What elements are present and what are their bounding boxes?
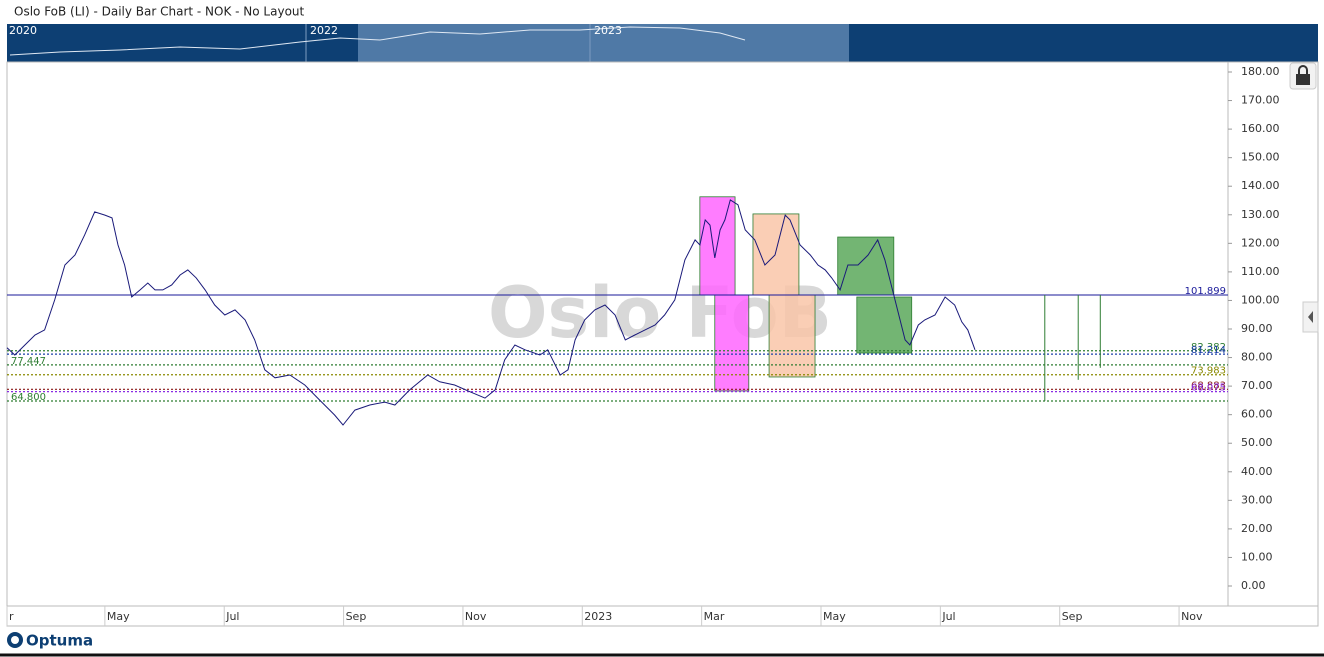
x-tick-label: Sep xyxy=(1062,610,1083,623)
zone-box xyxy=(837,236,895,296)
y-tick-label: 10.00 xyxy=(1241,550,1273,563)
navigator-window[interactable] xyxy=(358,24,849,62)
y-tick-label: 60.00 xyxy=(1241,408,1273,421)
logo: Optuma xyxy=(7,632,93,650)
y-tick-label: 110.00 xyxy=(1241,265,1280,278)
lock-icon[interactable] xyxy=(1289,62,1317,90)
level-label: 64.800 xyxy=(11,392,46,403)
x-tick-label: May xyxy=(107,610,130,623)
x-tick-label: Nov xyxy=(465,610,487,623)
level-label: 77.447 xyxy=(11,356,46,367)
x-tick-label: Jul xyxy=(941,610,955,623)
plot-frame xyxy=(6,61,1319,627)
y-tick-label: 150.00 xyxy=(1241,151,1280,164)
zone-box xyxy=(856,296,913,354)
level-label: 68.883 xyxy=(1191,380,1226,391)
y-tick-label: 120.00 xyxy=(1241,236,1280,249)
x-tick-label: Nov xyxy=(1181,610,1203,623)
navigator-label: 2023 xyxy=(594,24,622,37)
x-tick-label: Jul xyxy=(225,610,239,623)
x-tick-label: Sep xyxy=(346,610,367,623)
level-label: 82.382 xyxy=(1191,342,1226,353)
level-label: 101.899 xyxy=(1185,286,1226,297)
navigator-label: 2022 xyxy=(310,24,338,37)
side-panel-toggle[interactable] xyxy=(1302,301,1319,333)
y-tick-label: 130.00 xyxy=(1241,208,1280,221)
y-tick-label: 30.00 xyxy=(1241,493,1273,506)
level-label: 73.983 xyxy=(1191,366,1226,377)
zone-box xyxy=(714,294,750,392)
logo-text: Optuma xyxy=(26,632,93,650)
price-line xyxy=(6,199,976,426)
y-tick-label: 90.00 xyxy=(1241,322,1273,335)
y-tick-label: 180.00 xyxy=(1241,65,1280,78)
y-tick-label: 0.00 xyxy=(1241,579,1266,592)
zone-box xyxy=(768,294,816,378)
y-tick-label: 20.00 xyxy=(1241,522,1273,535)
y-tick-label: 80.00 xyxy=(1241,351,1273,364)
level-label: 81.214 xyxy=(1191,345,1226,356)
y-tick-label: 100.00 xyxy=(1241,293,1280,306)
chart-title: Oslo FoB (LI) - Daily Bar Chart - NOK - … xyxy=(14,5,305,19)
y-tick-label: 160.00 xyxy=(1241,122,1280,135)
y-tick-label: 70.00 xyxy=(1241,379,1273,392)
y-tick-label: 40.00 xyxy=(1241,465,1273,478)
level-label: 68.075 xyxy=(1191,383,1226,394)
x-tick-label: r xyxy=(9,610,14,623)
x-tick-label: 2023 xyxy=(584,610,612,623)
y-tick-label: 50.00 xyxy=(1241,436,1273,449)
navigator-line xyxy=(9,26,746,56)
y-tick-label: 170.00 xyxy=(1241,94,1280,107)
y-tick-label: 140.00 xyxy=(1241,179,1280,192)
navigator-label: 2020 xyxy=(9,24,37,37)
x-tick-label: May xyxy=(823,610,846,623)
x-tick-label: Mar xyxy=(704,610,725,623)
